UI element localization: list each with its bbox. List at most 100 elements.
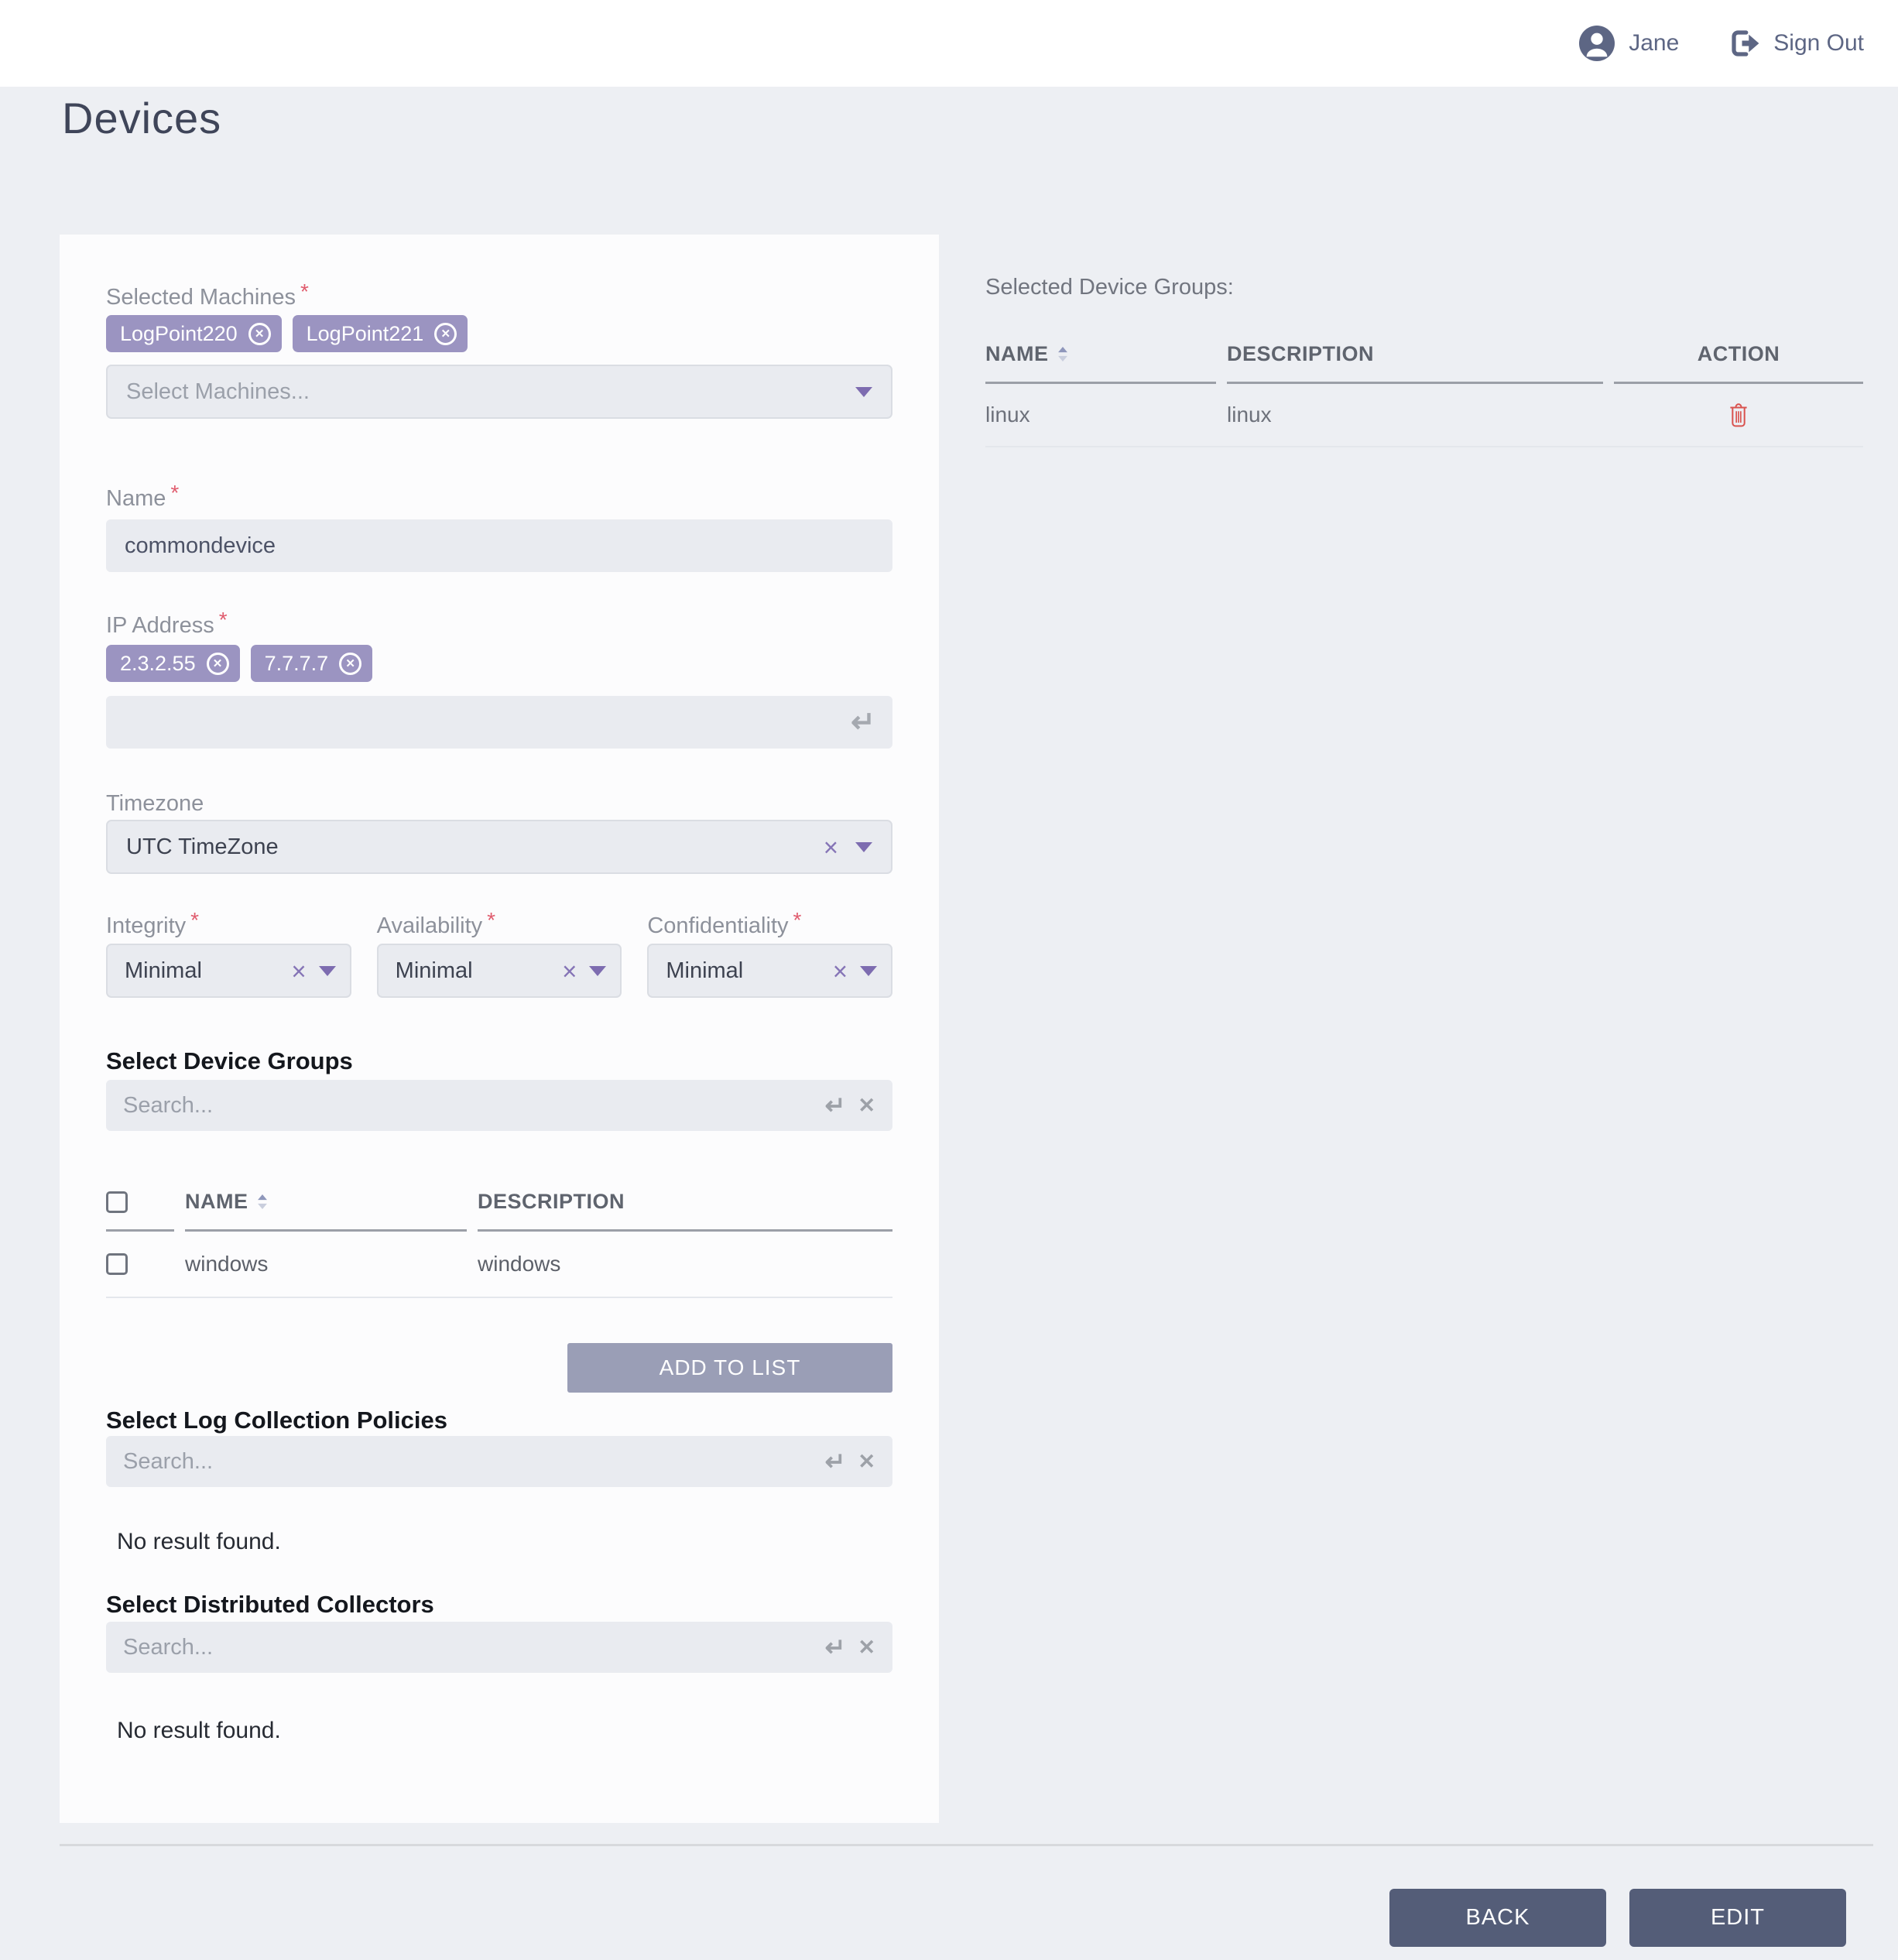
chevron-down-icon[interactable] [860, 965, 878, 976]
edit-button[interactable]: EDIT [1629, 1889, 1846, 1947]
selected-device-groups-table: NAME DESCRIPTION ACTION linux linux [985, 342, 1863, 447]
description-column-header: DESCRIPTION [478, 1190, 625, 1213]
user-menu[interactable]: Jane [1579, 26, 1679, 61]
collectors-search-input[interactable] [123, 1634, 825, 1660]
integrity-dropdown[interactable]: Minimal × [106, 944, 351, 998]
ip-address-tags: 2.3.2.55 ✕ 7.7.7.7 ✕ [106, 645, 892, 682]
confidentiality-dropdown[interactable]: Minimal × [647, 944, 893, 998]
clear-x-icon[interactable]: × [562, 956, 577, 985]
row-description: windows [478, 1252, 561, 1276]
sort-icon[interactable] [257, 1194, 267, 1209]
device-groups-search: ↵ ✕ [106, 1080, 892, 1131]
select-all-checkbox[interactable] [106, 1191, 128, 1213]
log-policies-search-input[interactable] [123, 1448, 825, 1475]
required-asterisk: * [300, 279, 309, 303]
name-input[interactable] [106, 519, 892, 572]
selected-device-groups-title: Selected Device Groups: [985, 275, 1234, 300]
log-policies-empty-message: No result found. [117, 1529, 281, 1554]
user-name: Jane [1629, 30, 1680, 56]
machine-tag: LogPoint221 ✕ [292, 315, 468, 352]
selected-device-groups-section: Selected Device Groups: NAME DESCRIPTION… [985, 275, 1863, 447]
sort-icon[interactable] [1057, 347, 1067, 362]
description-column-header: DESCRIPTION [1227, 342, 1375, 365]
ip-tag: 2.3.2.55 ✕ [106, 645, 240, 682]
row-name: linux [985, 403, 1030, 427]
clear-x-icon[interactable]: × [823, 832, 838, 862]
device-groups-heading: Select Device Groups [106, 1047, 353, 1074]
availability-dropdown[interactable]: Minimal × [376, 944, 622, 998]
select-machines-dropdown[interactable]: Select Machines... [106, 365, 892, 419]
confidentiality-label: Confidentiality * [647, 908, 802, 938]
chevron-down-icon[interactable] [855, 386, 872, 397]
name-column-header: NAME [985, 342, 1049, 365]
table-header-row: NAME DESCRIPTION ACTION [985, 342, 1863, 384]
clear-x-icon[interactable]: × [832, 956, 848, 985]
sign-out-icon [1728, 27, 1761, 60]
required-asterisk: * [487, 908, 496, 932]
confidentiality-value: Minimal [666, 958, 744, 983]
availability-field: Availability * Minimal × [376, 908, 622, 998]
required-asterisk: * [170, 481, 180, 505]
name-label: Name * [106, 481, 180, 511]
classification-row: Integrity * Minimal × Availability * Minim… [106, 908, 893, 998]
required-asterisk: * [190, 908, 200, 932]
ip-address-input[interactable] [106, 696, 892, 749]
enter-key-icon: ↵ [824, 1448, 846, 1475]
enter-key-icon: ↵ [824, 1633, 846, 1661]
log-policies-heading: Select Log Collection Policies [106, 1407, 447, 1434]
back-button[interactable]: BACK [1389, 1889, 1606, 1947]
footer-buttons: BACK EDIT [1389, 1889, 1846, 1947]
trash-icon [1728, 403, 1749, 427]
collectors-search: ↵ ✕ [106, 1622, 892, 1673]
chevron-down-icon[interactable] [589, 965, 607, 976]
row-description: linux [1227, 403, 1272, 427]
timezone-label: Timezone [106, 791, 204, 816]
device-groups-table: NAME DESCRIPTION windows windows [106, 1190, 892, 1298]
clear-search-icon[interactable]: ✕ [858, 1093, 875, 1117]
circle-x-icon[interactable]: ✕ [206, 652, 229, 675]
row-checkbox[interactable] [106, 1253, 128, 1275]
table-row: windows windows [106, 1232, 892, 1298]
ip-tag-label: 2.3.2.55 [120, 651, 196, 675]
log-policies-search: ↵ ✕ [106, 1436, 892, 1487]
confidentiality-field: Confidentiality * Minimal × [647, 908, 893, 998]
footer-divider [60, 1844, 1873, 1846]
collectors-heading: Select Distributed Collectors [106, 1591, 434, 1618]
enter-key-icon: ↵ [851, 706, 875, 739]
enter-key-icon: ↵ [824, 1091, 846, 1119]
circle-x-icon[interactable]: ✕ [339, 652, 362, 675]
machine-tag: LogPoint220 ✕ [106, 315, 282, 352]
sign-out-button[interactable]: Sign Out [1728, 27, 1864, 60]
page-title: Devices [62, 94, 222, 142]
machine-tag-label: LogPoint221 [306, 321, 424, 345]
add-to-list-button[interactable]: ADD TO LIST [567, 1343, 892, 1393]
circle-x-icon[interactable]: ✕ [434, 322, 457, 345]
row-name: windows [185, 1252, 269, 1276]
table-row: linux linux [985, 384, 1863, 447]
clear-x-icon[interactable]: × [291, 956, 307, 985]
sign-out-label: Sign Out [1773, 30, 1864, 56]
table-header-row: NAME DESCRIPTION [106, 1190, 892, 1232]
timezone-dropdown[interactable]: UTC TimeZone × [106, 820, 892, 874]
machine-tag-label: LogPoint220 [120, 321, 238, 345]
chevron-down-icon[interactable] [318, 965, 336, 976]
ip-tag-label: 7.7.7.7 [264, 651, 329, 675]
device-groups-search-input[interactable] [123, 1092, 825, 1119]
delete-row-button[interactable] [1728, 403, 1749, 427]
chevron-down-icon[interactable] [855, 841, 872, 852]
action-column-header: ACTION [1697, 342, 1780, 365]
timezone-value: UTC TimeZone [126, 834, 279, 859]
top-bar: Jane Sign Out [0, 0, 1898, 87]
clear-search-icon[interactable]: ✕ [858, 1635, 875, 1659]
device-form-panel: Selected Machines * LogPoint220 ✕ LogPoin… [60, 235, 939, 1823]
user-avatar-icon [1579, 26, 1615, 61]
required-asterisk: * [793, 908, 802, 932]
selected-machines-label: Selected Machines * [106, 279, 309, 310]
name-column-header: NAME [185, 1190, 248, 1213]
circle-x-icon[interactable]: ✕ [248, 322, 271, 345]
clear-search-icon[interactable]: ✕ [858, 1449, 875, 1473]
collectors-empty-message: No result found. [117, 1718, 281, 1743]
required-asterisk: * [218, 608, 228, 632]
integrity-value: Minimal [125, 958, 202, 983]
